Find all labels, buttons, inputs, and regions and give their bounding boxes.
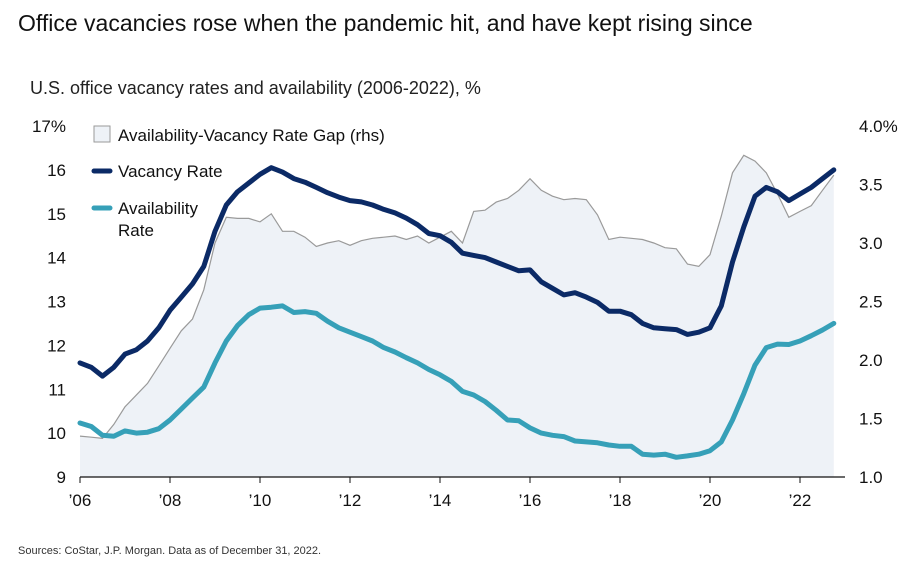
- legend-vacancy-label: Vacancy Rate: [118, 162, 223, 181]
- lines-layer: [77, 165, 837, 460]
- right-axis-tick-label: 4.0%: [859, 117, 898, 136]
- left-axis-tick-label: 12: [47, 336, 66, 355]
- x-axis-tick-label: ’22: [789, 491, 812, 510]
- legend-gap-label: Availability-Vacancy Rate Gap (rhs): [118, 126, 385, 145]
- left-axis-tick-label: 10: [47, 424, 66, 443]
- x-axis-tick-label: ’14: [429, 491, 452, 510]
- legend: Availability-Vacancy Rate Gap (rhs) Vacan…: [91, 125, 385, 240]
- source-note: Sources: CoStar, J.P. Morgan. Data as of…: [18, 545, 322, 557]
- left-axis-tick-label: 17%: [32, 117, 66, 136]
- chart-subtitle: U.S. office vacancy rates and availabili…: [30, 78, 481, 98]
- right-axis-tick-label: 1.0: [859, 468, 883, 487]
- legend-gap-swatch: [93, 125, 111, 143]
- gap-series-line: [79, 154, 835, 440]
- right-axis-tick-label: 3.5: [859, 176, 883, 195]
- right-axis-tick-label: 3.0: [859, 234, 883, 253]
- availability-rate-line: [77, 303, 837, 460]
- axes-layer: 9 10 11 12 13 14 15 16 17% 1.0 1.5 2.0 2.5 3.0 3.5 4.0%…: [32, 117, 898, 510]
- left-axis-tick-label: 15: [47, 205, 66, 224]
- gap-area-layer: [79, 154, 835, 478]
- x-axis-tick-label: ’12: [339, 491, 362, 510]
- left-axis-tick-label: 14: [47, 249, 66, 268]
- vacancy-rate-line: [77, 165, 837, 379]
- left-axis-tick-label: 9: [57, 468, 66, 487]
- left-axis-tick-label: 13: [47, 293, 66, 312]
- x-axis-tick-label: ’08: [159, 491, 182, 510]
- gap-area-fill: [80, 155, 834, 478]
- x-axis-tick-label: ’18: [609, 491, 632, 510]
- legend-availability-label-line: Rate: [118, 221, 154, 240]
- right-axis-tick-label: 2.0: [859, 351, 883, 370]
- left-axis-tick-label: 16: [47, 161, 66, 180]
- x-axis-tick-label: ’16: [519, 491, 542, 510]
- x-axis-tick-label: ’06: [69, 491, 92, 510]
- left-axis-tick-label: 11: [48, 380, 66, 399]
- legend-availability-label: Availability Rate: [118, 199, 199, 240]
- chart-title: Office vacancies rose when the pandemic …: [18, 10, 753, 36]
- x-axis-tick-label: ’20: [699, 491, 722, 510]
- right-axis-tick-label: 1.5: [859, 410, 883, 429]
- right-axis-tick-label: 2.5: [859, 293, 883, 312]
- x-axis-tick-label: ’10: [249, 491, 272, 510]
- legend-availability-label-line: Availability: [118, 199, 199, 218]
